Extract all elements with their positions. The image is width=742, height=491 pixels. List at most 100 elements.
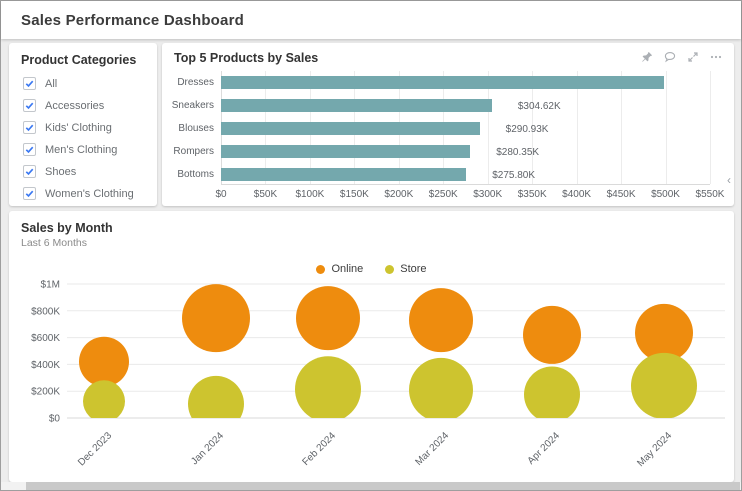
dashboard-content: Product Categories All Accessories Kids' C…	[9, 43, 734, 482]
gridline	[621, 71, 623, 184]
legend-dot-icon	[385, 264, 395, 274]
x-axis-tick: $200K	[384, 189, 414, 200]
category-label: Men's Clothing	[45, 143, 118, 156]
top-products-panel: Top 5 Products by Sales	[162, 43, 734, 206]
top-products-bar-chart: $0 $50K $100K $150K $200K $250K $300K $350K $400…	[162, 71, 734, 203]
x-axis-tick: Dec 2023	[76, 430, 114, 468]
y-axis-tick: $400K	[31, 360, 60, 371]
category-label: Kids' Clothing	[45, 121, 112, 134]
bar-value-label: $275.80K	[492, 170, 536, 181]
bubble-store-jan-2024[interactable]	[188, 375, 244, 432]
x-axis-tick: $350K	[517, 189, 547, 200]
categories-title: Product Categories	[21, 53, 137, 67]
checkbox-icon[interactable]	[23, 187, 36, 200]
x-axis-tick: $500K	[651, 189, 680, 200]
page-title: Sales Performance Dashboard	[21, 11, 244, 29]
category-item-men-s-clothing[interactable]: Men's Clothing	[23, 143, 147, 156]
bar-blouses[interactable]	[221, 122, 480, 135]
y-axis-tick: $800K	[31, 306, 60, 317]
checkbox-icon[interactable]	[23, 77, 36, 90]
sales-by-month-subtitle: Last 6 Months	[21, 237, 87, 249]
series-online	[79, 284, 693, 387]
x-axis-tick: $50K	[253, 189, 278, 200]
x-axis-tick: $100K	[295, 189, 325, 200]
legend-dot-icon	[316, 264, 326, 274]
bubble-store-dec-2023[interactable]	[83, 380, 125, 422]
bar-category-label: Dresses	[177, 77, 214, 88]
category-item-shoes[interactable]: Shoes	[23, 165, 147, 178]
bar-sneakers[interactable]	[221, 99, 492, 112]
sales-by-month-panel: Sales by Month Last 6 Months Online Store…	[9, 211, 734, 482]
category-label: Accessories	[45, 99, 105, 112]
bar-category-label: Sneakers	[171, 100, 214, 111]
bubble-online-may-2024[interactable]	[635, 303, 693, 362]
app-header: Sales Performance Dashboard	[1, 1, 741, 39]
y-axis-tick: $200K	[31, 387, 60, 398]
x-axis-tick: Feb 2024	[300, 430, 338, 468]
x-axis-tick: $150K	[339, 189, 369, 200]
bubble-store-feb-2024[interactable]	[295, 356, 361, 422]
scrollbar-thumb[interactable]	[26, 482, 740, 490]
gridline	[576, 71, 578, 184]
bar-value-label: $290.93K	[505, 124, 549, 135]
x-axis-tick: Jan 2024	[189, 430, 226, 467]
gridline	[487, 71, 489, 184]
bar-dresses[interactable]	[221, 76, 664, 89]
horizontal-scrollbar[interactable]	[1, 482, 741, 490]
bubble-online-dec-2023[interactable]	[79, 336, 129, 387]
x-axis-tick: $400K	[562, 189, 592, 200]
y-axis-tick: $600K	[31, 333, 60, 344]
legend-label: Online	[331, 263, 364, 275]
bar-category-label: Bottoms	[177, 169, 214, 180]
bubble-store-may-2024[interactable]	[631, 352, 697, 419]
bubble-store-mar-2024[interactable]	[409, 357, 473, 422]
legend-item-online[interactable]: Online	[316, 263, 363, 275]
bar-bottoms[interactable]	[221, 168, 467, 181]
bubble-online-feb-2024[interactable]	[296, 286, 360, 351]
checkbox-icon[interactable]	[23, 99, 36, 112]
bubble-online-apr-2024[interactable]	[523, 305, 581, 364]
x-axis-tick: Mar 2024	[413, 430, 451, 468]
legend: Online Store	[9, 263, 734, 275]
y-axis-tick: $0	[49, 414, 61, 425]
pin-icon[interactable]	[641, 51, 653, 63]
x-axis-tick: $550K	[695, 189, 725, 200]
category-label: All	[45, 77, 58, 90]
sales-by-month-title: Sales by Month	[21, 221, 113, 235]
gridline	[532, 71, 534, 184]
x-axis-line	[221, 184, 710, 185]
category-item-women-s-clothing[interactable]: Women's Clothing	[23, 187, 147, 200]
x-axis-tick: $0	[215, 189, 227, 200]
bubble-store-apr-2024[interactable]	[524, 366, 580, 423]
bubble-online-jan-2024[interactable]	[182, 284, 250, 353]
top-products-title: Top 5 Products by Sales	[174, 51, 319, 65]
category-item-kids-clothing[interactable]: Kids' Clothing	[23, 121, 147, 134]
x-axis-tick: $250K	[428, 189, 458, 200]
category-item-all[interactable]: All	[23, 77, 147, 90]
checkbox-icon[interactable]	[23, 143, 36, 156]
bar-rompers[interactable]	[221, 145, 471, 158]
bar-category-label: Blouses	[178, 123, 214, 134]
category-list: All Accessories Kids' Clothing Men's Clothi…	[21, 77, 147, 200]
bar-value-label: $280.35K	[496, 147, 540, 158]
product-categories-panel: Product Categories All Accessories Kids' C…	[9, 43, 157, 206]
more-icon[interactable]	[710, 51, 722, 63]
sales-by-month-bubble-chart: $1M $800K $600K $400K $200K $0 Dec 2023 Jan 202…	[9, 276, 736, 476]
x-axis-tick: $300K	[473, 189, 503, 200]
chevron-left-icon[interactable]: ‹	[727, 173, 731, 187]
checkbox-icon[interactable]	[23, 165, 36, 178]
bar-value-label: $304.62K	[517, 101, 561, 112]
category-item-accessories[interactable]: Accessories	[23, 99, 147, 112]
bubble-online-mar-2024[interactable]	[409, 288, 473, 353]
expand-icon[interactable]	[687, 51, 699, 63]
comment-icon[interactable]	[664, 51, 676, 63]
bar-category-label: Rompers	[173, 146, 214, 157]
x-axis-tick: $450K	[606, 189, 636, 200]
legend-item-store[interactable]: Store	[385, 263, 427, 275]
x-axis-tick: Apr 2024	[526, 430, 563, 467]
y-axis-tick: $1M	[41, 280, 60, 291]
series-store	[83, 352, 697, 432]
checkbox-icon[interactable]	[23, 121, 36, 134]
category-label: Women's Clothing	[45, 187, 134, 200]
